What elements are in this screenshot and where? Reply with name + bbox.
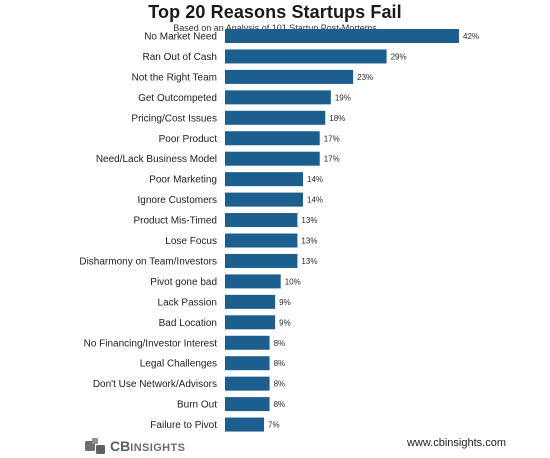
website-url: www.cbinsights.com bbox=[406, 437, 506, 449]
category-label: Need/Lack Business Model bbox=[96, 154, 217, 165]
value-label: 29% bbox=[391, 52, 407, 61]
bar bbox=[225, 151, 320, 166]
chart-subtitle: Based on an Analysis of 101 Startup Post… bbox=[173, 23, 377, 33]
value-label: 10% bbox=[285, 277, 301, 286]
category-label: No Market Need bbox=[144, 32, 217, 43]
value-label: 14% bbox=[307, 196, 323, 205]
bar bbox=[225, 253, 298, 268]
category-label: Not the Right Team bbox=[132, 72, 217, 83]
category-label: Ignore Customers bbox=[138, 195, 217, 206]
chart-title: Top 20 Reasons Startups Fail bbox=[148, 2, 402, 22]
category-label: Product Mis-Timed bbox=[133, 216, 217, 227]
bar bbox=[225, 233, 298, 248]
value-label: 13% bbox=[301, 216, 317, 225]
category-label: Pricing/Cost Issues bbox=[131, 113, 217, 124]
value-label: 17% bbox=[324, 155, 340, 164]
bar bbox=[225, 69, 354, 84]
value-label: 8% bbox=[274, 380, 286, 389]
value-label: 14% bbox=[307, 175, 323, 184]
value-label: 8% bbox=[274, 359, 286, 368]
value-label: 7% bbox=[268, 421, 280, 430]
bar bbox=[225, 131, 320, 146]
value-label: 18% bbox=[329, 114, 345, 123]
category-label: Burn Out bbox=[177, 400, 217, 411]
bar bbox=[225, 213, 298, 228]
category-label: Bad Location bbox=[159, 318, 217, 329]
value-label: 8% bbox=[274, 400, 286, 409]
bar bbox=[225, 335, 270, 350]
bar bbox=[225, 315, 276, 330]
value-label: 9% bbox=[279, 298, 291, 307]
bar bbox=[225, 110, 326, 125]
bar bbox=[225, 356, 270, 371]
value-label: 13% bbox=[301, 237, 317, 246]
category-label: Legal Challenges bbox=[140, 359, 217, 370]
category-label: Poor Marketing bbox=[149, 175, 217, 186]
category-label: Poor Product bbox=[159, 134, 218, 145]
bar bbox=[225, 90, 331, 105]
cb-insights-logo: CBINSIGHTS bbox=[85, 437, 185, 455]
category-label: Lose Focus bbox=[165, 236, 217, 247]
bar bbox=[225, 376, 270, 391]
logo-text: CBINSIGHTS bbox=[110, 438, 185, 454]
bar bbox=[225, 294, 276, 309]
category-label: Pivot gone bad bbox=[150, 277, 217, 288]
value-label: 8% bbox=[274, 339, 286, 348]
logo-word: INSIGHTS bbox=[130, 442, 186, 454]
category-label: Lack Passion bbox=[158, 297, 217, 308]
category-label: Disharmony on Team/Investors bbox=[79, 256, 217, 267]
bar bbox=[225, 417, 264, 432]
value-label: 17% bbox=[324, 134, 340, 143]
category-label: Ran Out of Cash bbox=[143, 52, 217, 63]
bar bbox=[225, 397, 270, 412]
logo-mark-text: CB bbox=[110, 438, 131, 454]
category-label: Don't Use Network/Advisors bbox=[93, 379, 217, 390]
value-label: 9% bbox=[279, 318, 291, 327]
category-label: No Financing/Investor Interest bbox=[84, 338, 218, 349]
category-label: Failure to Pivot bbox=[150, 420, 217, 431]
bar bbox=[225, 192, 303, 207]
bar bbox=[225, 274, 281, 289]
value-label: 13% bbox=[301, 257, 317, 266]
bar bbox=[225, 49, 387, 64]
value-label: 19% bbox=[335, 93, 351, 102]
value-label: 42% bbox=[463, 32, 479, 41]
value-label: 23% bbox=[357, 73, 373, 82]
category-label: Get Outcompeted bbox=[138, 93, 217, 104]
bar bbox=[225, 172, 303, 187]
cb-insights-logo-icon bbox=[85, 438, 105, 454]
bar bbox=[225, 29, 459, 43]
